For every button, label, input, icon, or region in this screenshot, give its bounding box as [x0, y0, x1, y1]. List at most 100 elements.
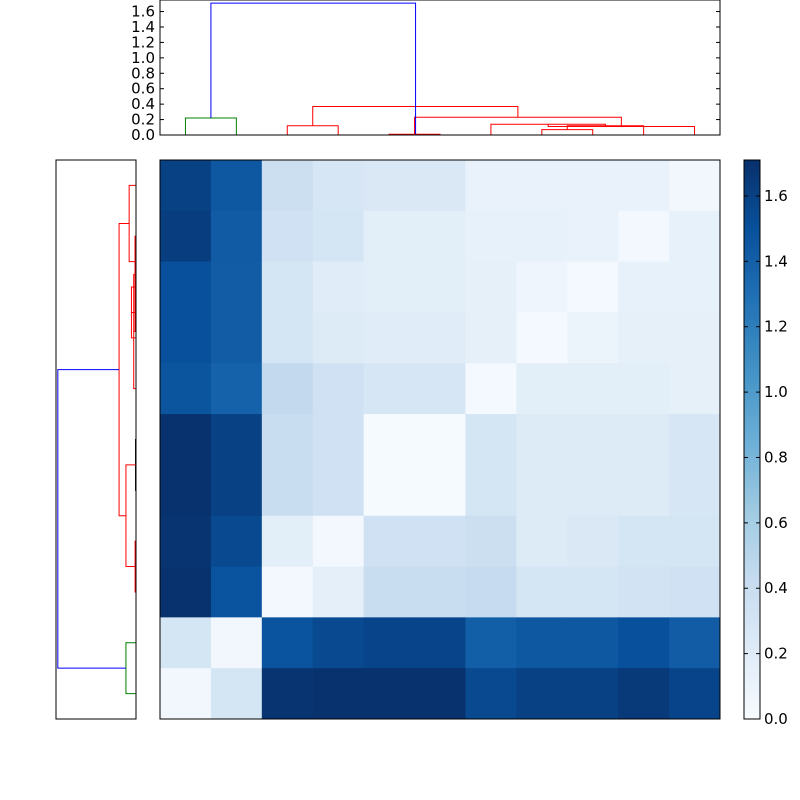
heatmap-cell	[618, 414, 670, 466]
colorbar-tick-label: 1.2	[764, 318, 788, 336]
left-dendrogram	[57, 184, 137, 695]
heatmap-cell	[465, 566, 517, 618]
heatmap-cell	[160, 210, 212, 263]
heatmap-cell	[516, 210, 568, 263]
heatmap-cell	[414, 566, 466, 618]
heatmap-cell	[465, 363, 517, 415]
heatmap-cell	[618, 261, 670, 313]
colorbar-tick-label: 1.0	[764, 383, 788, 401]
top-dendrogram-tick-label: 1.2	[131, 33, 155, 51]
heatmap-cell	[261, 617, 314, 669]
heatmap-cell	[567, 515, 619, 568]
colorbar-tick-label: 1.4	[764, 252, 788, 270]
colorbar-tick-label: 0.6	[764, 514, 788, 532]
colorbar-tick-label: 1.6	[764, 187, 788, 205]
colorbar-axis: 0.0 0.2 0.4 0.6 0.8 1.0 1.2 1.4 1.6	[744, 187, 788, 728]
heatmap-cell	[618, 668, 670, 720]
top-dendrogram-y-axis: 0.00.20.40.60.81.01.21.41.6	[131, 3, 720, 144]
colorbar-tick-label: 0.8	[764, 448, 788, 466]
heatmap-cell	[567, 210, 619, 263]
heatmap-cell	[160, 160, 212, 212]
top-dendrogram-tick-label: 1.0	[131, 49, 155, 67]
colorbar-frame	[743, 159, 761, 720]
heatmap-cell	[414, 464, 466, 517]
heatmap-cell	[160, 312, 212, 364]
heatmap-cell	[312, 414, 365, 466]
heatmap-cell	[618, 617, 670, 669]
heatmap-cell	[363, 566, 416, 618]
heatmap-cell	[210, 414, 263, 466]
heatmap-cell	[312, 261, 365, 313]
top-dendrogram-link	[566, 125, 645, 135]
heatmap-cell	[669, 515, 721, 568]
heatmap-cell	[414, 414, 466, 466]
heatmap-cell	[160, 414, 212, 466]
heatmap-cell	[363, 261, 416, 313]
colorbar-tick-label: 0.2	[764, 645, 788, 663]
left-dendrogram-link	[125, 642, 136, 695]
left-dendrogram-link	[57, 369, 126, 669]
heatmap-cell	[618, 566, 670, 618]
heatmap-matrix	[160, 160, 721, 720]
heatmap-cell	[567, 312, 619, 364]
heatmap-cell	[261, 566, 314, 618]
top-dendrogram-tick-label: 1.6	[131, 3, 155, 21]
heatmap-cell	[669, 312, 721, 364]
heatmap-cell	[516, 160, 568, 212]
heatmap-cell	[516, 668, 568, 720]
heatmap-cell	[465, 261, 517, 313]
heatmap-cell	[567, 464, 619, 517]
heatmap-cell	[363, 515, 416, 568]
heatmap-cell	[210, 668, 263, 720]
heatmap-cell	[210, 210, 263, 263]
heatmap-cell	[618, 160, 670, 212]
top-dendrogram-tick-label: 0.0	[131, 126, 155, 144]
heatmap-cell	[210, 312, 263, 364]
heatmap-cell	[465, 464, 517, 517]
heatmap-cell	[261, 515, 314, 568]
heatmap-cell	[261, 312, 314, 364]
heatmap-cell	[312, 617, 365, 669]
top-dendrogram-link	[184, 117, 237, 135]
heatmap-cell	[567, 668, 619, 720]
left-dendrogram-link	[133, 273, 136, 390]
heatmap-cell	[669, 464, 721, 517]
heatmap-cell	[465, 210, 517, 263]
heatmap-cell	[160, 363, 212, 415]
heatmap-cell	[465, 312, 517, 364]
heatmap-cell	[312, 464, 365, 517]
heatmap-cell	[363, 312, 416, 364]
left-dendrogram-link	[128, 184, 136, 263]
heatmap-cell	[414, 210, 466, 263]
left-dendrogram-frame	[55, 159, 137, 720]
top-dendrogram-link	[286, 125, 339, 135]
heatmap-cell	[363, 668, 416, 720]
heatmap-cell	[261, 160, 314, 212]
heatmap-cell	[414, 363, 466, 415]
heatmap-cell	[160, 464, 212, 517]
heatmap-cell	[210, 160, 263, 212]
heatmap-cell	[363, 617, 416, 669]
heatmap-cell	[516, 261, 568, 313]
heatmap-cell	[210, 566, 263, 618]
heatmap-cell	[261, 363, 314, 415]
heatmap-cell	[669, 617, 721, 669]
heatmap-cell	[567, 160, 619, 212]
heatmap-cell	[669, 210, 721, 263]
top-dendrogram	[184, 2, 696, 135]
top-dendrogram-tick-label: 0.2	[131, 111, 155, 129]
heatmap-cell	[618, 312, 670, 364]
heatmap-cell	[516, 464, 568, 517]
top-dendrogram-link	[210, 2, 417, 135]
heatmap-cell	[465, 617, 517, 669]
heatmap-cell	[465, 414, 517, 466]
heatmap-cell	[414, 668, 466, 720]
heatmap-cell	[516, 414, 568, 466]
top-dendrogram-tick-label: 0.8	[131, 64, 155, 82]
heatmap-cell	[567, 363, 619, 415]
heatmap-cell	[465, 668, 517, 720]
heatmap-cell	[669, 414, 721, 466]
heatmap-cell	[567, 261, 619, 313]
heatmap-cell	[465, 160, 517, 212]
heatmap-cell	[414, 261, 466, 313]
